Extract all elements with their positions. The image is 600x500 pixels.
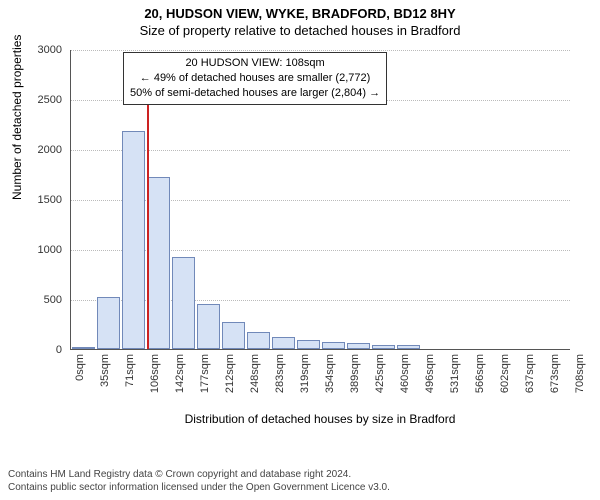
property-marker-line xyxy=(147,91,149,349)
x-tick-label: 283sqm xyxy=(274,354,286,404)
histogram-bar xyxy=(122,131,146,349)
chart-container: Number of detached properties 0500100015… xyxy=(0,42,600,440)
gridline xyxy=(71,150,570,151)
x-tick-label: 354sqm xyxy=(324,354,336,404)
histogram-bar xyxy=(297,340,321,349)
y-tick-label: 1500 xyxy=(22,194,62,206)
annotation-line-1: 20 HUDSON VIEW: 108sqm xyxy=(130,56,380,71)
x-tick-label: 248sqm xyxy=(249,354,261,404)
histogram-bar xyxy=(172,257,196,349)
annotation-box: 20 HUDSON VIEW: 108sqm← 49% of detached … xyxy=(123,52,387,105)
y-tick-label: 0 xyxy=(22,344,62,356)
histogram-bar xyxy=(147,177,171,349)
annotation-line-3: 50% of semi-detached houses are larger (… xyxy=(130,86,380,101)
x-tick-label: 389sqm xyxy=(349,354,361,404)
annotation-line-2: ← 49% of detached houses are smaller (2,… xyxy=(130,71,380,86)
x-tick-label: 566sqm xyxy=(474,354,486,404)
x-tick-label: 708sqm xyxy=(574,354,586,404)
y-tick-label: 2000 xyxy=(22,144,62,156)
x-tick-label: 531sqm xyxy=(449,354,461,404)
histogram-bar xyxy=(222,322,246,349)
x-tick-label: 177sqm xyxy=(199,354,211,404)
x-tick-label: 425sqm xyxy=(374,354,386,404)
title-line-1: 20, HUDSON VIEW, WYKE, BRADFORD, BD12 8H… xyxy=(0,6,600,21)
histogram-bar xyxy=(247,332,271,349)
x-tick-label: 106sqm xyxy=(149,354,161,404)
x-axis-label: Distribution of detached houses by size … xyxy=(70,412,570,426)
x-tick-label: 142sqm xyxy=(174,354,186,404)
x-tick-label: 637sqm xyxy=(524,354,536,404)
y-tick-label: 500 xyxy=(22,294,62,306)
attribution-line-1: Contains HM Land Registry data © Crown c… xyxy=(8,468,390,481)
y-tick-label: 1000 xyxy=(22,244,62,256)
title-line-2: Size of property relative to detached ho… xyxy=(0,23,600,38)
histogram-bar xyxy=(97,297,121,349)
histogram-bar xyxy=(272,337,296,349)
x-tick-label: 212sqm xyxy=(224,354,236,404)
plot-area: 20 HUDSON VIEW: 108sqm← 49% of detached … xyxy=(70,50,570,350)
histogram-bar xyxy=(322,342,346,349)
y-axis-label: Number of detached properties xyxy=(10,35,24,200)
x-tick-label: 71sqm xyxy=(124,354,136,404)
histogram-bar xyxy=(72,347,96,349)
histogram-bar xyxy=(347,343,371,349)
x-tick-label: 496sqm xyxy=(424,354,436,404)
histogram-bar xyxy=(372,345,396,349)
histogram-bar xyxy=(397,345,421,349)
x-tick-label: 35sqm xyxy=(99,354,111,404)
attribution-line-2: Contains public sector information licen… xyxy=(8,481,390,494)
attribution-text: Contains HM Land Registry data © Crown c… xyxy=(8,468,390,494)
y-tick-label: 3000 xyxy=(22,44,62,56)
x-tick-label: 602sqm xyxy=(499,354,511,404)
x-tick-label: 673sqm xyxy=(549,354,561,404)
histogram-bar xyxy=(197,304,221,349)
x-tick-label: 460sqm xyxy=(399,354,411,404)
x-tick-label: 319sqm xyxy=(299,354,311,404)
y-tick-label: 2500 xyxy=(22,94,62,106)
gridline xyxy=(71,50,570,51)
x-tick-label: 0sqm xyxy=(74,354,86,404)
